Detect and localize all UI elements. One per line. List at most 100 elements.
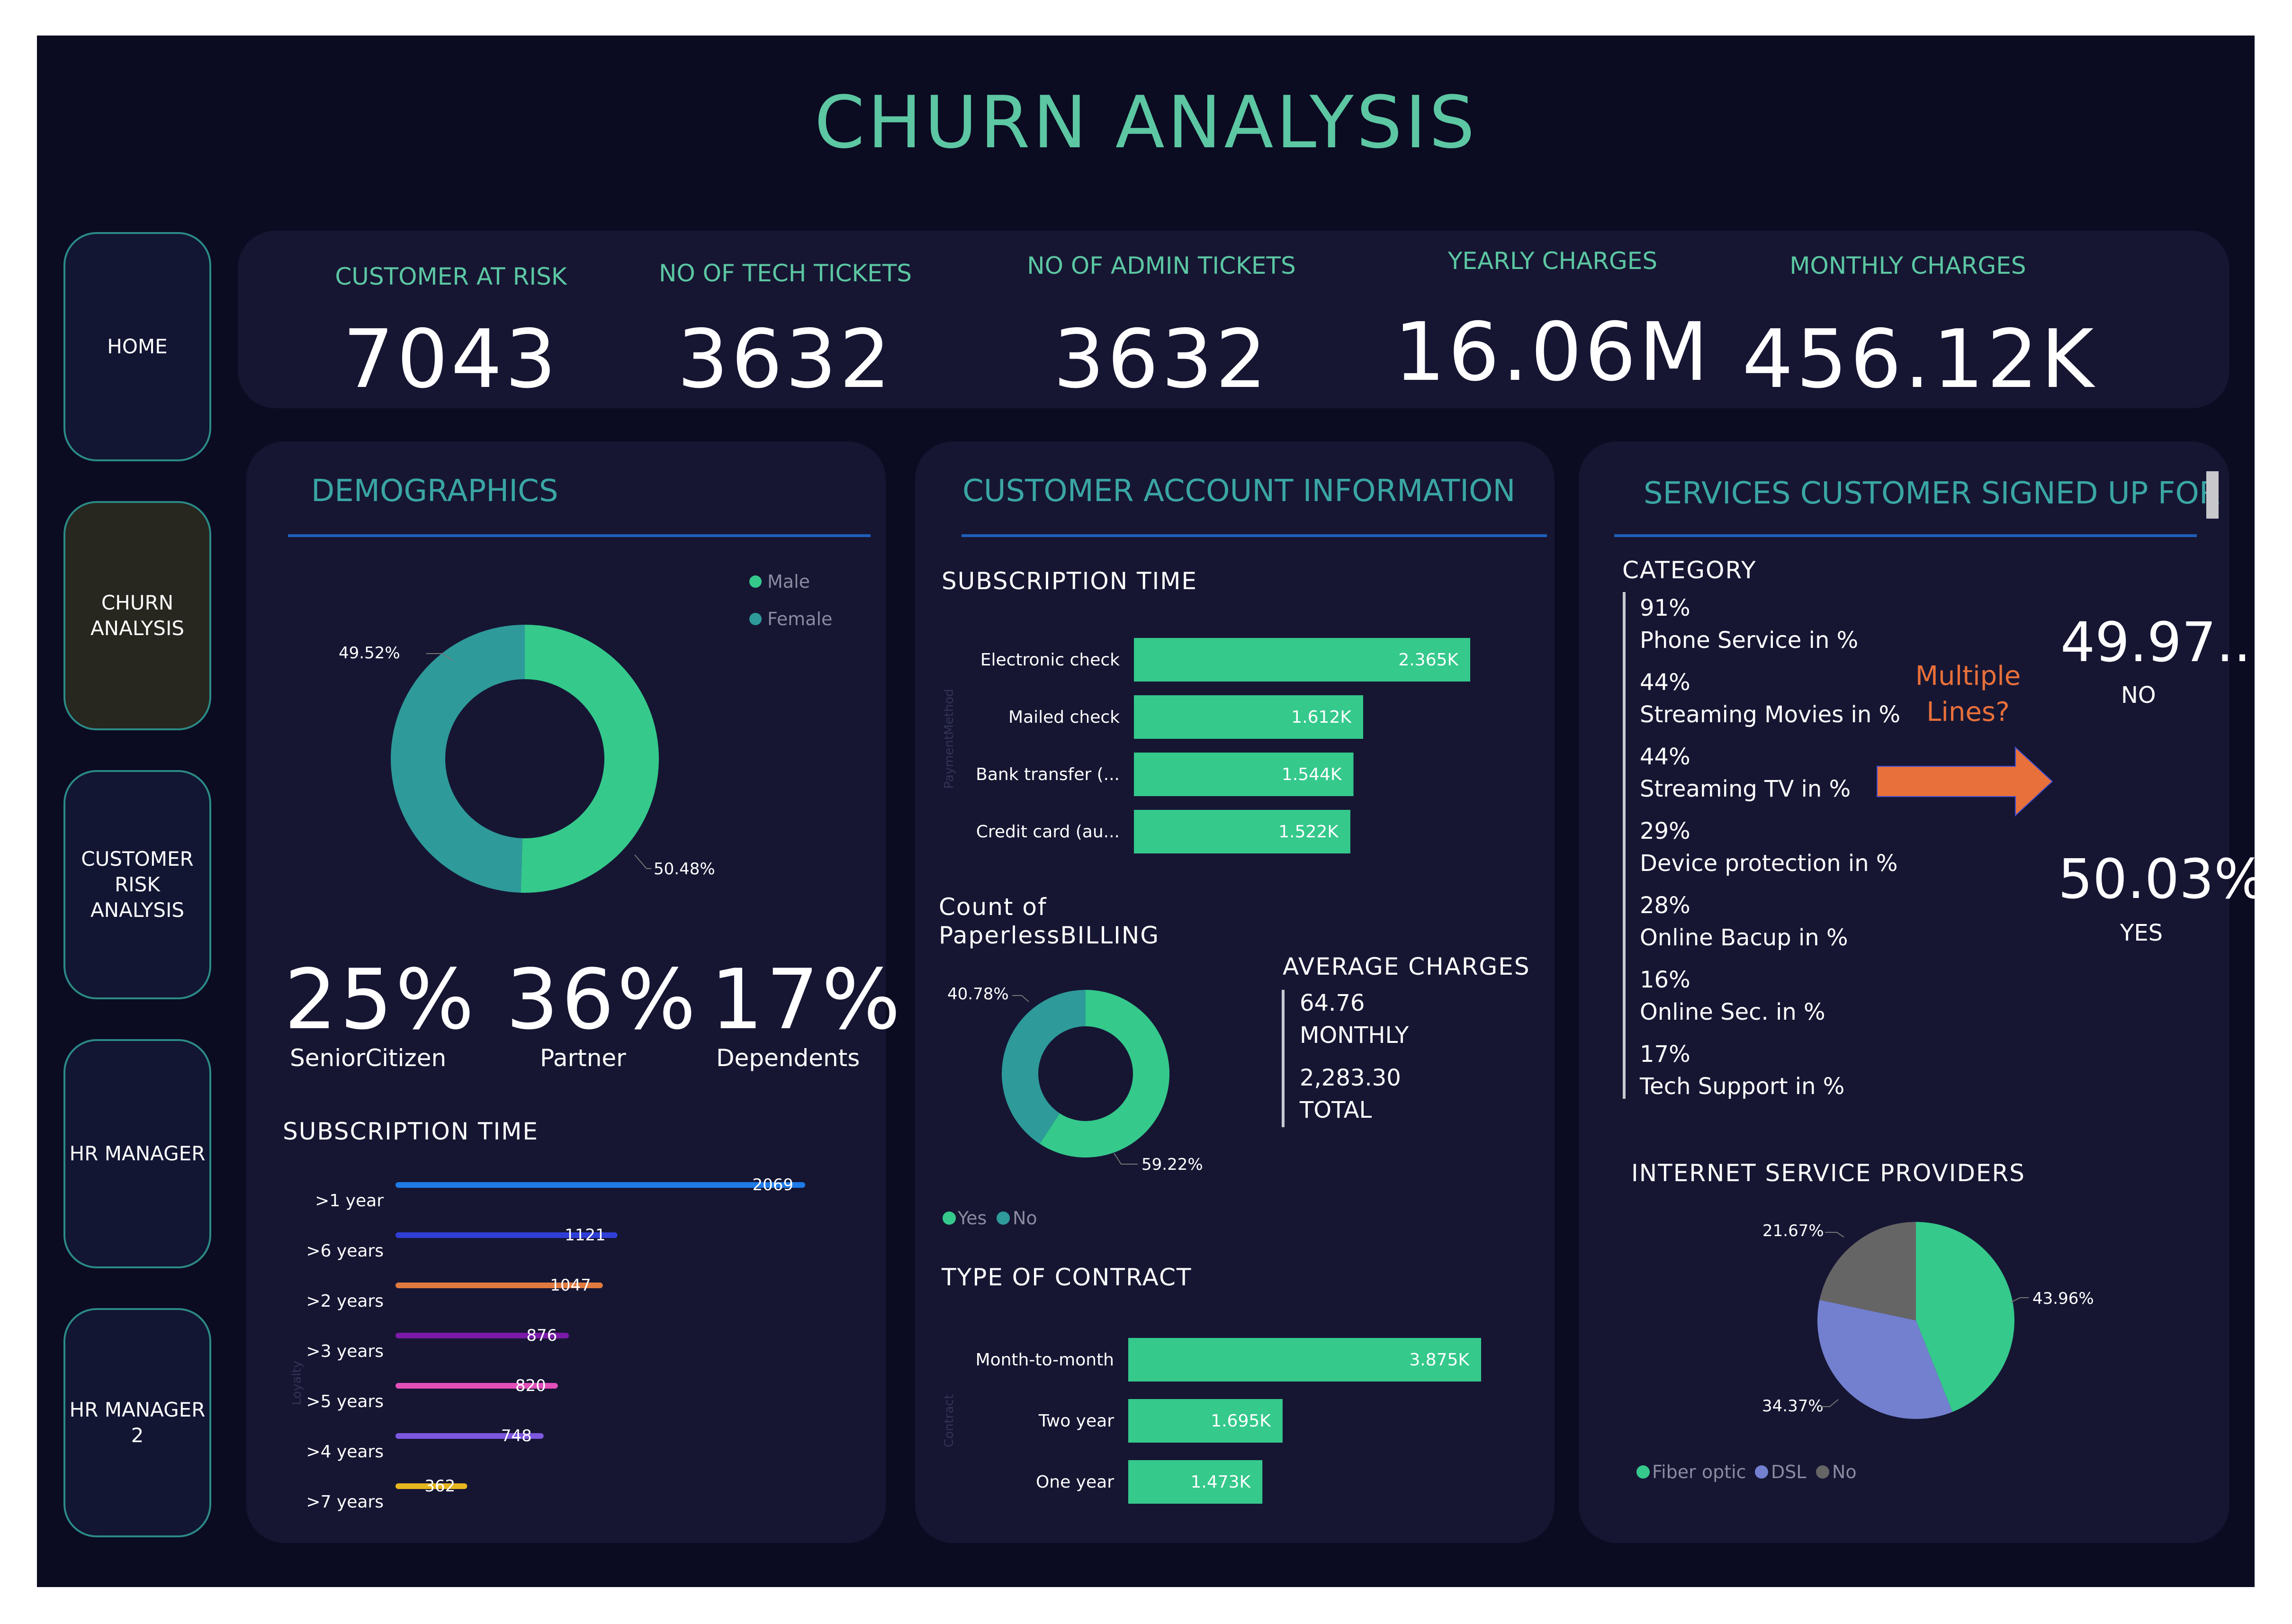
paperless-slice-no[interactable] (1002, 990, 1086, 1144)
payment_method-value-label: 1.522K (1278, 822, 1339, 842)
paperless-slice-yes[interactable] (1040, 990, 1169, 1157)
payment_method-bar[interactable] (1134, 810, 1350, 853)
services-rule (1614, 534, 2197, 537)
nav-home[interactable]: HOME (63, 232, 211, 461)
isp-slice-fiber-optic[interactable] (1916, 1222, 2014, 1412)
loyalty-value-label: 820 (515, 1376, 546, 1395)
legend-female-label[interactable]: Female (767, 609, 832, 629)
category-label: Phone Service in % (1640, 627, 1859, 654)
contract-bar-chart: Contract Month-to-month 3.875K Two year 1.6… (942, 1338, 1481, 1504)
multiple-lines-yes-label: YES (2120, 920, 2163, 946)
category-item: 29% Device protection in % (1640, 815, 1898, 879)
legend-no-label[interactable]: No (1013, 1208, 1037, 1229)
category-label: Streaming Movies in % (1640, 701, 1901, 728)
category-pct: 17% (1640, 1041, 1690, 1068)
legend-fiber-label[interactable]: Fiber optic (1652, 1462, 1746, 1482)
category-pct: 16% (1640, 967, 1690, 993)
loyalty-bar[interactable] (395, 1383, 558, 1389)
category-item: 44% Streaming TV in % (1640, 741, 1851, 805)
nav-hr-manager-2[interactable]: HR MANAGER 2 (63, 1308, 211, 1537)
nav-hr-manager[interactable]: HR MANAGER (63, 1039, 211, 1268)
category-item: 16% Online Sec. in % (1640, 964, 1825, 1028)
legend-yes-label[interactable]: Yes (957, 1208, 987, 1229)
loyalty-bar[interactable] (395, 1433, 544, 1439)
loyalty-value-label: 1121 (565, 1226, 606, 1245)
services-scrollbar[interactable] (2206, 471, 2219, 519)
contract-title: TYPE OF CONTRACT (942, 1264, 1192, 1291)
legend-no-isp-marker (1816, 1465, 1829, 1479)
legend-male-label[interactable]: Male (767, 571, 810, 592)
kpi-label-customer-at-risk: CUSTOMER AT RISK (335, 263, 567, 290)
stat-partner-value: 36% (506, 952, 699, 1048)
gender-slice-male[interactable] (521, 625, 659, 893)
category-title: CATEGORY (1622, 556, 1757, 584)
legend-yes-marker (943, 1211, 956, 1225)
loyalty-bar-chart: Loyalty 2069 >1 year 1121 >6 years 1047 >2 ye… (290, 1175, 805, 1512)
loyalty-category-label: >1 year (315, 1191, 384, 1211)
contract-bar[interactable] (1128, 1399, 1283, 1443)
paperless-title-line2: PaperlessBILLING (939, 922, 1160, 949)
gender-slice-female[interactable] (391, 625, 525, 893)
legend-no-isp-label[interactable]: No (1832, 1462, 1857, 1482)
category-label: Online Sec. in % (1640, 999, 1825, 1025)
account-rule (962, 534, 1547, 537)
nav-customer-risk-analysis[interactable]: CUSTOMER RISK ANALYSIS (63, 770, 211, 999)
nav-customer-risk-label: CUSTOMER RISK ANALYSIS (81, 847, 194, 922)
category-item: 91% Phone Service in % (1640, 592, 1858, 656)
payment-axis-label: PaymentMethod (942, 689, 956, 789)
gender-label-male: 50.48% (654, 860, 715, 879)
isp-slice-no[interactable] (1819, 1222, 1916, 1320)
category-label: Tech Support in % (1640, 1073, 1845, 1100)
kpi-value-customer-at-risk: 7043 (342, 313, 559, 406)
isp-label-fiber: 43.96% (2032, 1289, 2094, 1308)
loyalty-bar[interactable] (395, 1182, 805, 1188)
loyalty-category-label: >2 years (306, 1292, 384, 1311)
loyalty-title: SUBSCRIPTION TIME (283, 1118, 539, 1145)
stat-senior-value: 25% (284, 952, 477, 1048)
avg-charges-title: AVERAGE CHARGES (1283, 953, 1530, 980)
loyalty-bar[interactable] (395, 1333, 569, 1338)
stat-senior-label: SeniorCitizen (290, 1044, 447, 1072)
nav-hr-manager-label: HR MANAGER (69, 1142, 206, 1165)
multiple-lines-yes-value: 50.03% (2058, 848, 2266, 911)
services-title: SERVICES CUSTOMER SIGNED UP FOR (1644, 476, 2220, 511)
contract-axis-label: Contract (942, 1394, 956, 1447)
kpi-value-monthly-charges: 456.12K (1742, 313, 2097, 406)
loyalty-value-label: 876 (526, 1326, 557, 1345)
loyalty-value-label: 748 (501, 1427, 532, 1445)
loyalty-bar[interactable] (395, 1483, 467, 1489)
demographics-title: DEMOGRAPHICS (311, 474, 558, 509)
contract-value-label: 1.473K (1191, 1472, 1251, 1492)
payment_method-category-label: Mailed check (1008, 708, 1120, 727)
payment-method-bar-chart: PaymentMethod Electronic check 2.365K Mail… (942, 638, 1470, 853)
payment_method-bar[interactable] (1134, 695, 1363, 739)
payment_method-category-label: Credit card (au... (976, 822, 1120, 842)
legend-female-marker (749, 613, 762, 625)
payment_method-value-label: 1.544K (1282, 765, 1342, 784)
category-pct: 29% (1640, 818, 1690, 844)
payment_method-bar[interactable] (1134, 753, 1354, 796)
category-pct: 91% (1640, 595, 1690, 621)
isp-slice-dsl[interactable] (1817, 1300, 1953, 1419)
kpi-panel (238, 231, 2229, 408)
kpi-value-tech-tickets: 3632 (677, 313, 894, 406)
paperless-title: Count of PaperlessBILLING (939, 893, 1159, 950)
contract-bar[interactable] (1128, 1338, 1481, 1382)
loyalty-bar[interactable] (395, 1283, 603, 1288)
nav-churn-analysis[interactable]: CHURN ANALYSIS (63, 501, 211, 730)
contract-bar[interactable] (1128, 1460, 1263, 1504)
payment_method-value-label: 2.365K (1398, 650, 1459, 670)
account-title: CUSTOMER ACCOUNT INFORMATION (962, 474, 1516, 509)
multiple-lines-question: Multiple Lines? (1914, 658, 2022, 730)
legend-no-marker (997, 1211, 1010, 1225)
isp-label-dsl: 34.37% (1762, 1397, 1824, 1416)
category-label: Streaming TV in % (1640, 776, 1851, 802)
gender-donut-chart: Male Female 49.52% 50.48% (339, 571, 832, 893)
payment_method-bar[interactable] (1134, 638, 1470, 682)
loyalty-value-label: 362 (424, 1477, 455, 1496)
kpi-label-tech-tickets: NO OF TECH TICKETS (658, 260, 912, 287)
legend-dsl-label[interactable]: DSL (1771, 1462, 1807, 1482)
category-pct: 28% (1640, 892, 1690, 919)
kpi-label-monthly-charges: MONTHLY CHARGES (1789, 252, 2026, 279)
loyalty-bar[interactable] (395, 1232, 618, 1238)
